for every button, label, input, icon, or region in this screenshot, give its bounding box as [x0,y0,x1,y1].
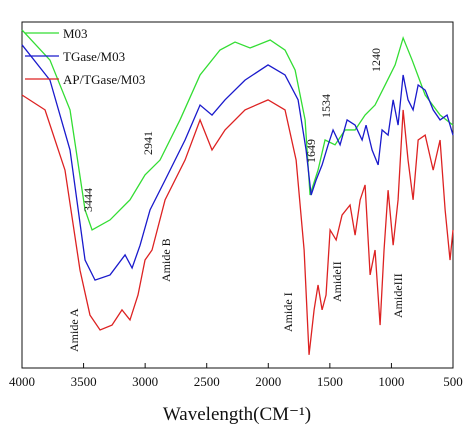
x-tick-label: 3500 [71,374,97,389]
x-tick-label: 1500 [317,374,343,389]
x-tick-label: 1000 [378,374,404,389]
annotation: AmideII [330,261,344,302]
x-tick-label: 2000 [255,374,281,389]
series-line [21,29,454,231]
series-line [21,94,454,355]
annotation: 2941 [141,131,155,155]
legend-label: TGase/M03 [63,49,125,64]
annotation: Amide I [281,292,295,332]
x-tick-label: 500 [443,374,463,389]
annotation: 1534 [319,94,333,118]
legend-label: M03 [63,26,88,41]
series-line [21,44,454,281]
annotation: Amide B [159,238,173,282]
x-tick-label: 3000 [132,374,158,389]
plot-frame [21,21,454,369]
annotation: 1240 [369,48,383,72]
x-tick-label: 2500 [194,374,220,389]
annotation: 1649 [304,139,318,163]
annotation: AmideIII [391,273,405,318]
x-axis-label: Wavelength(CM⁻¹) [163,404,311,425]
annotation: 3444 [81,188,95,212]
legend-label: AP/TGase/M03 [63,72,145,87]
annotation: Amide A [67,308,81,352]
x-tick-label: 4000 [9,374,35,389]
